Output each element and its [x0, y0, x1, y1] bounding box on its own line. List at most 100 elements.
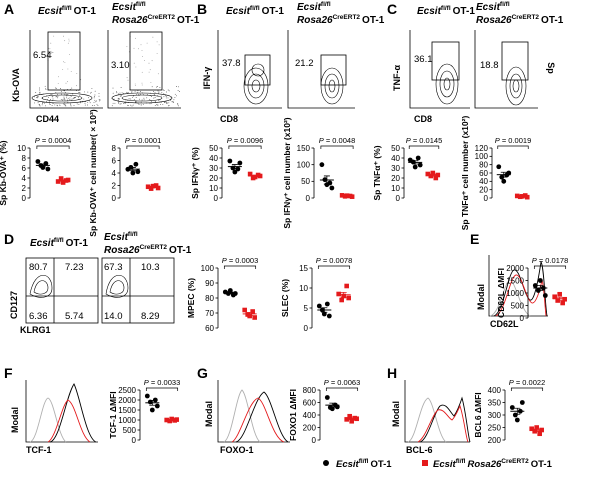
dotplot-b2: 0 50 100 150 Sp IFNγ⁺ cell number (x10²) P = … — [282, 117, 355, 228]
significance-bracket — [228, 145, 262, 149]
y-tick-label: 80 — [205, 294, 214, 303]
control-point — [232, 169, 238, 175]
ko-point — [524, 194, 530, 200]
y-tick-label: 300 — [488, 411, 502, 420]
ko-point — [150, 183, 156, 189]
y-tick-label: 60 — [205, 324, 214, 333]
control-point — [154, 403, 160, 409]
p-value: P = 0.0022 — [509, 378, 546, 387]
y-axis-label: Sp IFNγ⁺ (%) — [190, 147, 200, 199]
y-tick-label: 1500 — [506, 276, 524, 285]
ko-point — [349, 194, 355, 199]
y-axis-label: Sp IFNγ⁺ cell number (x10²) — [282, 117, 292, 228]
flow-a-ko-pct: 3.10 — [111, 60, 130, 71]
control-point — [499, 174, 505, 180]
y-tick-label: 400 — [303, 411, 317, 420]
flow-d-ko-q-tl: 67.3 — [104, 262, 123, 273]
flow-c: TNF-α CD8 36.1 18.8 Sp — [392, 30, 556, 124]
ko-point — [58, 176, 64, 181]
panel-letter-d: D — [4, 231, 14, 247]
y-tick-label: 350 — [488, 398, 502, 407]
flow-d-ko-q-bl: 14.0 — [104, 311, 123, 322]
ko-point — [428, 173, 434, 179]
histogram-f: Modal TCF-1 — [10, 380, 98, 455]
hist-f-xlabel: TCF-1 — [26, 445, 52, 455]
y-axis-label: SLEC (%) — [280, 279, 290, 317]
control-point — [322, 177, 328, 183]
legend-label-ko: Ecsitfl/fl Rosa26CreERT2 OT-1 — [433, 458, 553, 470]
dotplot-h1: 200 250 300 350 400 BCL6 ΔMFI P = 0.0022 — [473, 378, 545, 445]
significance-bracket — [145, 387, 179, 391]
y-tick-label: 6 — [112, 156, 117, 165]
hist-h-xlabel: BCL-6 — [406, 445, 433, 455]
ko-point — [425, 171, 431, 177]
control-point — [232, 291, 238, 296]
y-tick-label: 2500 — [118, 386, 136, 395]
y-tick-label: 0 — [22, 194, 27, 203]
flow-b-ko-pct: 21.2 — [295, 58, 314, 69]
ko-point — [339, 193, 345, 198]
control-point — [319, 162, 325, 168]
flow-c-ko-pct: 18.8 — [480, 60, 499, 71]
dotplot-g1: 0 200 400 600 800 FOXO1 ΔMFI P = 0.0063 — [288, 378, 360, 445]
ko-point — [164, 417, 169, 423]
ko-point — [354, 416, 359, 422]
control-point — [147, 399, 153, 405]
significance-bracket — [36, 145, 70, 149]
control-point — [130, 170, 136, 176]
y-tick-label: 20 — [209, 174, 218, 183]
y-tick-label: 0 — [132, 436, 137, 445]
flow-c-ylabel: TNF-α — [392, 65, 402, 91]
y-axis-label: Sp TNFα⁺ (%) — [372, 145, 382, 200]
control-point — [227, 158, 233, 164]
gate — [47, 31, 81, 91]
ko-point — [344, 193, 350, 198]
flow-b: IFN-γ CD8 37.8 21.2 — [202, 30, 355, 124]
y-tick-label: 100 — [297, 160, 311, 169]
control-point — [230, 165, 236, 171]
y-tick-label: 0 — [304, 324, 309, 333]
dotplot-a2: 0 2 4 6 8 Sp Kb-OVA⁺ cell number( × 10³) P = 0… — [88, 109, 161, 237]
ko-point — [252, 174, 258, 180]
control-point — [149, 407, 155, 413]
flow-a-ko-plot: 3.10 — [107, 30, 181, 109]
header-d-control: Ecsitfl/fl OT-1 — [30, 237, 88, 249]
y-tick-label: 50 — [209, 144, 218, 153]
ko-point — [145, 184, 151, 190]
ko-point — [148, 186, 154, 191]
y-tick-label: 600 — [303, 398, 317, 407]
flow-a-xlabel: CD44 — [36, 114, 59, 124]
y-axis-label: MPEC (%) — [186, 278, 196, 318]
y-tick-label: 1500 — [118, 406, 136, 415]
control-point — [326, 313, 332, 319]
p-value: P = 0.0048 — [319, 136, 356, 145]
significance-bracket — [317, 265, 351, 269]
y-tick-label: 100 — [201, 264, 215, 273]
p-value: P = 0.0178 — [532, 256, 569, 265]
significance-bracket — [533, 265, 567, 269]
control-point — [35, 159, 41, 164]
y-axis-label: Sp Kb-OVA⁺ (%) — [0, 140, 8, 205]
control-point — [532, 283, 538, 288]
panel-letter-f: F — [4, 365, 13, 381]
y-tick-label: 8 — [22, 154, 27, 163]
gate — [129, 31, 163, 91]
flow-d-control-q-tr: 7.23 — [65, 262, 84, 273]
panel-letter-e: E — [470, 231, 479, 247]
y-tick-label: 6 — [22, 164, 27, 173]
y-tick-label: 4 — [112, 169, 117, 178]
flow-d-control-q-tl: 80.7 — [29, 262, 48, 273]
p-value: P = 0.0003 — [222, 256, 259, 265]
legend-marker-control — [323, 460, 329, 466]
y-tick-label: 2000 — [118, 396, 136, 405]
hist-g-ylabel: Modal — [204, 401, 214, 427]
control-point — [410, 159, 416, 165]
flow-d: CD127 KLRG1 80.7 7.23 6.36 5.74 67.3 10.… — [9, 257, 175, 335]
ko-point — [346, 295, 351, 301]
y-tick-label: 200 — [303, 423, 317, 432]
y-tick-label: 10 — [299, 284, 308, 293]
